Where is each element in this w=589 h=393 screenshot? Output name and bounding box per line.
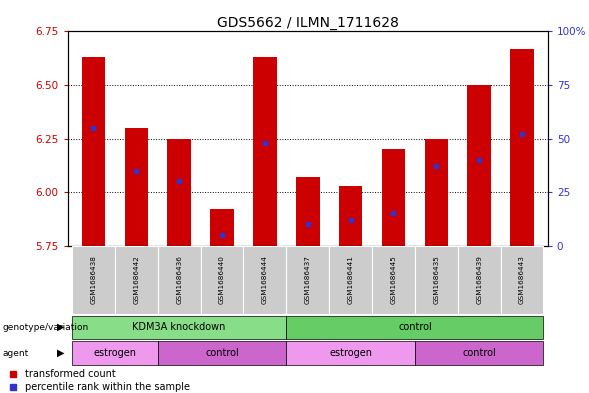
Bar	[296, 177, 320, 246]
Text: genotype/variation: genotype/variation	[3, 323, 89, 332]
Bar	[382, 149, 405, 246]
Bar	[425, 138, 448, 246]
Bar	[201, 246, 243, 314]
Text: transformed count: transformed count	[25, 369, 116, 379]
Text: control: control	[462, 348, 496, 358]
Text: GSM1686435: GSM1686435	[434, 255, 439, 305]
Text: GSM1686444: GSM1686444	[262, 255, 268, 305]
Bar	[72, 246, 115, 314]
Text: control: control	[205, 348, 239, 358]
Text: GSM1686438: GSM1686438	[91, 255, 97, 305]
Text: agent: agent	[3, 349, 29, 358]
Text: GSM1686440: GSM1686440	[219, 255, 225, 305]
Text: percentile rank within the sample: percentile rank within the sample	[25, 382, 190, 392]
Bar	[286, 341, 415, 365]
Bar	[372, 246, 415, 314]
Text: KDM3A knockdown: KDM3A knockdown	[133, 322, 226, 332]
Text: GSM1686441: GSM1686441	[348, 255, 353, 305]
Bar	[468, 85, 491, 246]
Text: GSM1686437: GSM1686437	[305, 255, 311, 305]
Bar	[115, 246, 158, 314]
Bar	[415, 246, 458, 314]
Text: estrogen: estrogen	[94, 348, 137, 358]
Bar	[243, 246, 286, 314]
Text: ▶: ▶	[57, 348, 65, 358]
Bar	[329, 246, 372, 314]
Bar	[124, 128, 148, 246]
Text: control: control	[398, 322, 432, 332]
Bar	[286, 316, 544, 339]
Bar	[501, 246, 544, 314]
Text: ▶: ▶	[57, 322, 65, 332]
Bar	[286, 246, 329, 314]
Bar	[339, 185, 362, 246]
Text: GSM1686439: GSM1686439	[476, 255, 482, 305]
Title: GDS5662 / ILMN_1711628: GDS5662 / ILMN_1711628	[217, 17, 399, 30]
Bar	[72, 316, 286, 339]
Text: GSM1686436: GSM1686436	[176, 255, 182, 305]
Bar	[510, 49, 534, 246]
Text: GSM1686443: GSM1686443	[519, 255, 525, 305]
Bar	[167, 138, 191, 246]
Bar	[158, 341, 286, 365]
Text: estrogen: estrogen	[329, 348, 372, 358]
Bar	[253, 57, 277, 246]
Bar	[72, 341, 158, 365]
Bar	[82, 57, 105, 246]
Text: GSM1686442: GSM1686442	[133, 255, 140, 305]
Bar	[415, 341, 544, 365]
Bar	[158, 246, 201, 314]
Text: GSM1686445: GSM1686445	[391, 255, 396, 305]
Bar	[210, 209, 234, 246]
Bar	[458, 246, 501, 314]
